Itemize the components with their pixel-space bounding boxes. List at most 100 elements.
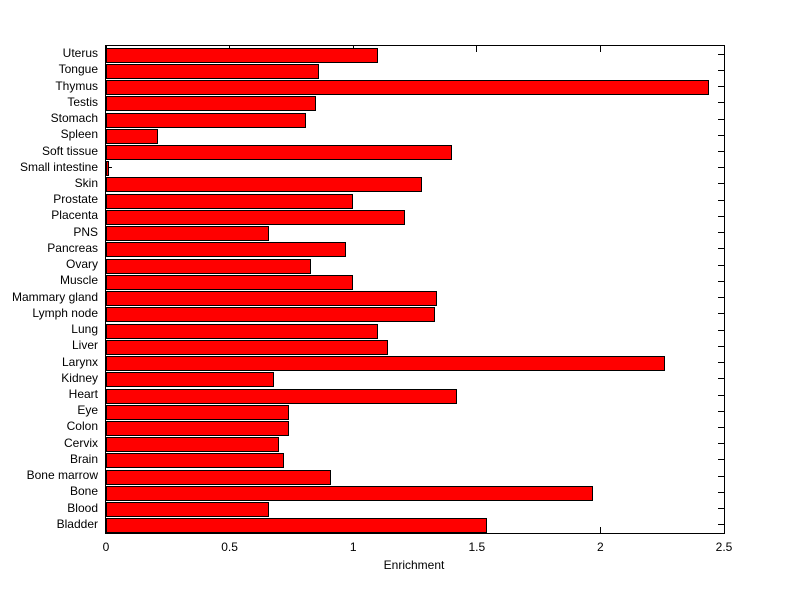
bar-skin xyxy=(106,177,423,193)
y-tick-right xyxy=(718,183,724,185)
bar-placenta xyxy=(106,209,406,225)
y-tick-right xyxy=(718,53,724,55)
y-label-thymus: Thymus xyxy=(55,78,98,93)
bar-brain xyxy=(106,453,284,469)
x-tick-label: 2 xyxy=(597,540,604,554)
x-tick-top xyxy=(723,46,725,52)
y-tick-right xyxy=(718,426,724,428)
y-label-blood: Blood xyxy=(67,500,98,515)
x-tick-bottom xyxy=(599,527,601,533)
bar-eye xyxy=(106,404,289,420)
x-tick-top xyxy=(476,46,478,52)
bar-lung xyxy=(106,323,378,339)
x-tick-label: 1 xyxy=(349,540,357,554)
y-label-bladder: Bladder xyxy=(56,516,98,531)
y-tick-right xyxy=(718,134,724,136)
y-tick-right xyxy=(718,524,724,526)
y-label-muscle: Muscle xyxy=(59,273,98,288)
y-label-pancreas: Pancreas xyxy=(47,240,98,255)
x-axis-title: Enrichment xyxy=(383,558,445,572)
y-tick-right xyxy=(718,118,724,120)
bar-small-intestine xyxy=(106,161,109,177)
y-tick-right xyxy=(718,69,724,71)
plot-area xyxy=(105,45,725,534)
y-tick-right xyxy=(718,280,724,282)
y-tick-right xyxy=(718,443,724,445)
y-label-brain: Brain xyxy=(69,451,98,466)
y-label-liver: Liver xyxy=(71,338,98,353)
x-tick-label: 1.5 xyxy=(468,540,486,554)
y-tick-right xyxy=(718,508,724,510)
y-label-lung: Lung xyxy=(71,322,98,337)
y-label-colon: Colon xyxy=(66,419,98,434)
y-tick-right xyxy=(718,491,724,493)
y-label-kidney: Kidney xyxy=(61,370,98,385)
bar-soft-tissue xyxy=(106,145,453,161)
y-tick-right xyxy=(718,475,724,477)
bar-colon xyxy=(106,420,289,436)
y-tick-right xyxy=(718,232,724,234)
bar-cervix xyxy=(106,437,280,453)
y-label-pns: PNS xyxy=(73,224,98,239)
bar-tongue xyxy=(106,63,319,79)
x-tick-label: 0 xyxy=(102,540,110,554)
y-tick-right xyxy=(718,394,724,396)
bar-testis xyxy=(106,96,317,112)
y-tick-right xyxy=(718,329,724,331)
x-tick-label: 0.5 xyxy=(221,540,238,554)
bar-bone-marrow xyxy=(106,469,331,485)
bar-blood xyxy=(106,502,270,518)
bar-bladder xyxy=(106,518,487,534)
y-label-stomach: Stomach xyxy=(50,111,98,126)
y-label-ovary: Ovary xyxy=(65,257,98,272)
y-tick-right xyxy=(718,459,724,461)
bar-spleen xyxy=(106,128,158,144)
y-label-testis: Testis xyxy=(67,94,98,109)
bar-kidney xyxy=(106,372,275,388)
x-tick-top xyxy=(599,46,601,52)
y-label-small-intestine: Small intestine xyxy=(19,159,98,174)
y-label-skin: Skin xyxy=(74,175,98,190)
y-label-lymph-node: Lymph node xyxy=(32,305,98,320)
y-label-prostate: Prostate xyxy=(53,192,98,207)
bar-heart xyxy=(106,388,458,404)
x-tick-bottom xyxy=(723,527,725,533)
y-label-mammary-gland: Mammary gland xyxy=(11,289,98,304)
y-label-eye: Eye xyxy=(77,403,98,418)
y-label-soft-tissue: Soft tissue xyxy=(41,143,98,158)
bar-lymph-node xyxy=(106,307,435,323)
y-tick-right xyxy=(718,297,724,299)
y-tick-right xyxy=(718,378,724,380)
bar-pancreas xyxy=(106,242,346,258)
y-label-heart: Heart xyxy=(68,387,98,402)
bar-ovary xyxy=(106,258,312,274)
y-tick-right xyxy=(718,313,724,315)
y-tick-right xyxy=(718,410,724,412)
y-label-spleen: Spleen xyxy=(60,127,98,142)
bar-prostate xyxy=(106,193,354,209)
y-tick-right xyxy=(718,345,724,347)
bar-muscle xyxy=(106,274,354,290)
bar-thymus xyxy=(106,80,710,96)
y-tick-right xyxy=(718,167,724,169)
y-label-uterus: Uterus xyxy=(62,46,98,61)
bar-liver xyxy=(106,339,388,355)
bar-mammary-gland xyxy=(106,291,438,307)
bar-bone xyxy=(106,485,593,501)
bar-larynx xyxy=(106,356,665,372)
y-label-larynx: Larynx xyxy=(61,354,98,369)
y-axis-labels: Uterus Tongue Thymus Testis Stomach Spleen Sof… xyxy=(0,0,98,599)
bar-stomach xyxy=(106,112,307,128)
y-tick-right xyxy=(718,199,724,201)
y-tick-right xyxy=(718,264,724,266)
y-label-placenta: Placenta xyxy=(51,208,98,223)
bar-uterus xyxy=(106,47,378,63)
y-label-cervix: Cervix xyxy=(63,435,98,450)
y-tick-right xyxy=(718,151,724,153)
y-tick-right xyxy=(718,102,724,104)
y-tick-left xyxy=(106,167,112,169)
y-label-tongue: Tongue xyxy=(58,62,98,77)
y-tick-right xyxy=(718,215,724,217)
y-tick-right xyxy=(718,362,724,364)
